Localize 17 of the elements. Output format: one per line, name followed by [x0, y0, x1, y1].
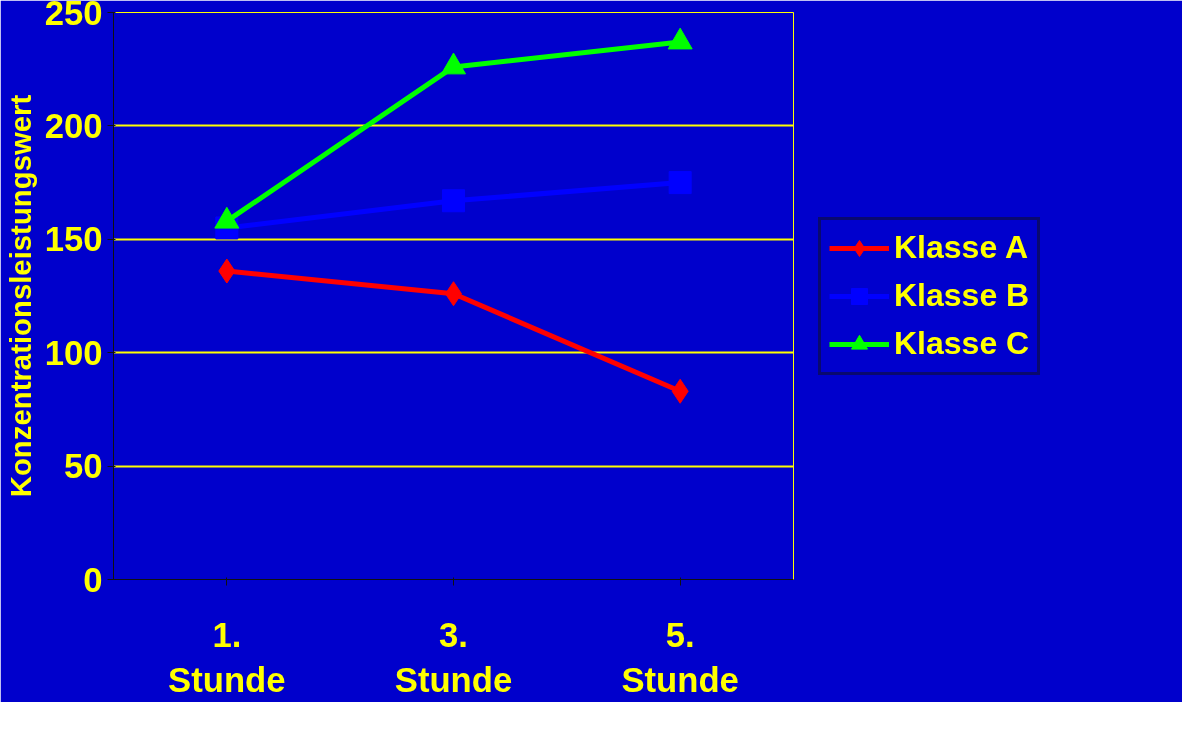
- y-axis-title: Konzentrationsleistungswert: [3, 94, 37, 498]
- point: [667, 27, 693, 50]
- x-tick-label: 5. Stunde: [621, 615, 739, 700]
- y-tick-label: 200: [44, 106, 103, 145]
- legend-label: Klasse C: [894, 325, 1030, 362]
- x-tick-label: 3. Stunde: [394, 615, 513, 700]
- point: [668, 171, 692, 195]
- y-tick-label: 150: [44, 220, 103, 259]
- y-tick-label: 50: [63, 447, 103, 486]
- point: [442, 189, 465, 213]
- y-tick-label: 0: [83, 560, 103, 599]
- y-tick-label: 100: [44, 333, 103, 372]
- y-tick-label: 250: [44, 0, 103, 32]
- legend-label: Klasse A: [894, 229, 1028, 266]
- legend-label: Klasse B: [894, 277, 1030, 314]
- point: [441, 52, 466, 75]
- x-tick-label: 1. Stunde: [168, 615, 286, 700]
